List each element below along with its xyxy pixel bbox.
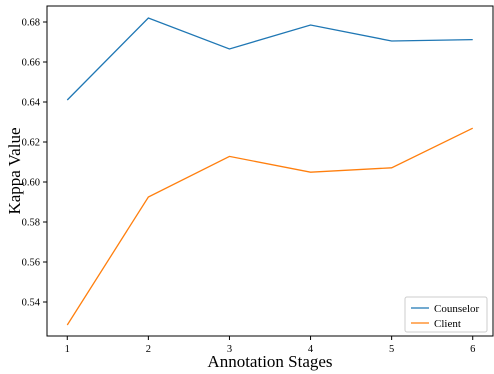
y-tick-label: 0.54	[22, 298, 41, 309]
y-axis-label: Kappa Value	[5, 127, 24, 214]
x-tick-label: 6	[470, 344, 475, 355]
legend: Counselor Client	[404, 296, 488, 333]
x-tick-label: 2	[146, 344, 151, 355]
y-tick-label: 0.56	[22, 258, 40, 269]
series-lines	[66, 17, 474, 326]
y-tick-label: 0.62	[22, 138, 40, 149]
legend-label-counselor: Counselor	[434, 303, 480, 315]
y-tick-label: 0.58	[22, 218, 40, 229]
y-axis-ticks: 0.54 0.56 0.58 0.60 0.62 0.64 0.66 0.68	[22, 18, 47, 309]
x-tick-label: 1	[65, 344, 70, 355]
y-tick-label: 0.66	[22, 58, 40, 69]
y-tick-label: 0.68	[22, 18, 40, 29]
series-line-client	[66, 127, 474, 326]
x-tick-label: 4	[308, 344, 314, 355]
legend-label-client: Client	[434, 318, 461, 330]
x-tick-label: 5	[389, 344, 394, 355]
y-tick-label: 0.64	[22, 98, 41, 109]
x-axis-ticks: 1 2 3 4 5 6	[65, 336, 475, 355]
y-tick-label: 0.60	[22, 178, 40, 189]
plot-area	[46, 5, 494, 337]
x-tick-label: 3	[227, 344, 232, 355]
x-axis-label: Annotation Stages	[207, 352, 332, 371]
series-line-counselor	[66, 17, 473, 101]
